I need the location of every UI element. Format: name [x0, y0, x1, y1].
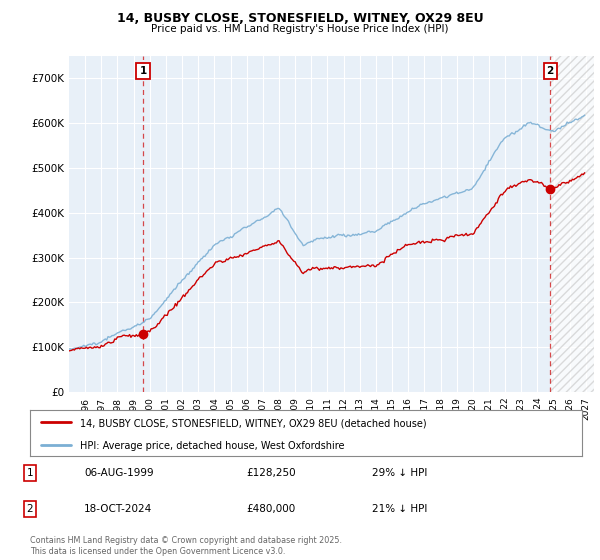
Text: 18-OCT-2024: 18-OCT-2024 — [84, 504, 152, 514]
Text: Price paid vs. HM Land Registry's House Price Index (HPI): Price paid vs. HM Land Registry's House … — [151, 24, 449, 34]
Text: Contains HM Land Registry data © Crown copyright and database right 2025.
This d: Contains HM Land Registry data © Crown c… — [30, 536, 342, 556]
Text: 2: 2 — [547, 66, 554, 76]
Polygon shape — [550, 56, 594, 392]
Text: 2: 2 — [26, 504, 34, 514]
Text: 14, BUSBY CLOSE, STONESFIELD, WITNEY, OX29 8EU (detached house): 14, BUSBY CLOSE, STONESFIELD, WITNEY, OX… — [80, 418, 427, 428]
Text: HPI: Average price, detached house, West Oxfordshire: HPI: Average price, detached house, West… — [80, 441, 344, 451]
Text: 1: 1 — [26, 468, 34, 478]
Text: 06-AUG-1999: 06-AUG-1999 — [84, 468, 154, 478]
Text: £480,000: £480,000 — [246, 504, 295, 514]
Text: £128,250: £128,250 — [246, 468, 296, 478]
Text: 14, BUSBY CLOSE, STONESFIELD, WITNEY, OX29 8EU: 14, BUSBY CLOSE, STONESFIELD, WITNEY, OX… — [116, 12, 484, 25]
Text: 21% ↓ HPI: 21% ↓ HPI — [372, 504, 427, 514]
Text: 29% ↓ HPI: 29% ↓ HPI — [372, 468, 427, 478]
Text: 1: 1 — [139, 66, 146, 76]
